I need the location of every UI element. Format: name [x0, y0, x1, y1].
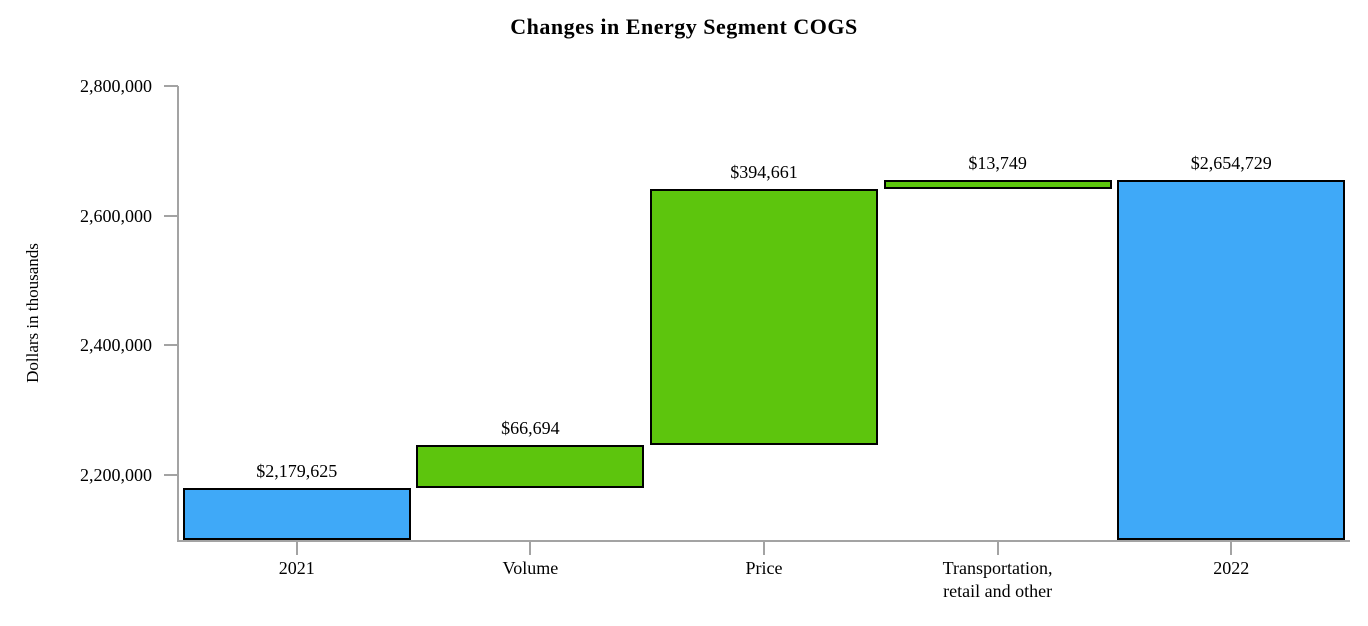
x-tick-mark [295, 542, 298, 555]
bar-value-label: $394,661 [730, 162, 798, 183]
y-axis-title: Dollars in thousands [23, 243, 42, 383]
bar-volume [416, 445, 645, 489]
y-tick-label: 2,400,000 [80, 335, 152, 356]
x-tick-mark [1230, 542, 1233, 555]
chart-title: Changes in Energy Segment COGS [510, 14, 858, 39]
y-tick-mark [164, 474, 178, 477]
y-axis-line [177, 86, 179, 542]
y-tick-label: 2,600,000 [80, 205, 152, 226]
x-category-label: 2022 [1213, 558, 1250, 578]
x-category-label: 2021 [278, 558, 315, 578]
y-tick-mark [164, 344, 178, 347]
x-tick-mark [529, 542, 532, 555]
x-category-label: Volume [502, 558, 559, 578]
x-tick-mark [763, 542, 765, 555]
bar-value-label: $66,694 [501, 418, 560, 439]
x-category-label: Price [745, 558, 783, 578]
bar-2022 [1117, 180, 1346, 540]
y-tick-mark [164, 214, 178, 217]
bar-value-label: $13,749 [968, 153, 1027, 174]
bar-value-label: $2,179,625 [256, 461, 338, 482]
y-tick-label: 2,800,000 [80, 76, 152, 96]
bar-value-label: $2,654,729 [1190, 153, 1272, 174]
y-tick-label: 2,200,000 [80, 465, 152, 486]
x-category-label: Transportation, retail and other [942, 558, 1053, 602]
x-axis-line [177, 540, 1350, 542]
x-tick-mark [996, 542, 999, 555]
bar-price [650, 189, 878, 446]
y-tick-mark [164, 85, 178, 87]
bar-2021 [182, 488, 411, 540]
bar-transportation-retail-and-other [883, 180, 1112, 190]
